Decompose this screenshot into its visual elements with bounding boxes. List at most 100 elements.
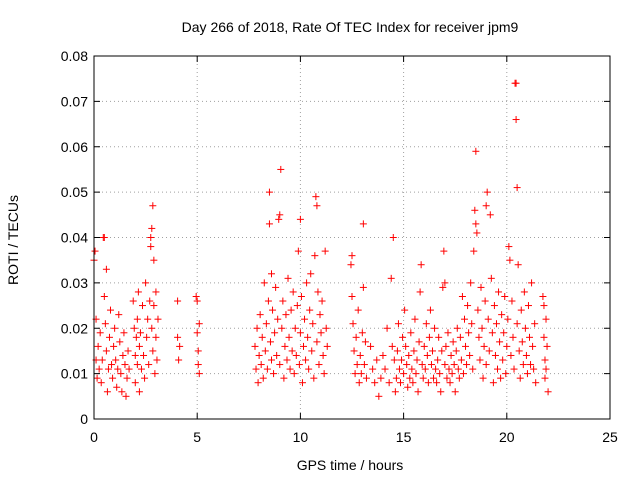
data-point-marker <box>255 351 263 359</box>
data-point-marker <box>524 302 532 310</box>
data-point-marker <box>504 315 512 323</box>
data-point-marker <box>448 370 456 378</box>
chart-title: Day 266 of 2018, Rate Of TEC Index for r… <box>182 19 519 35</box>
data-point-marker <box>297 292 305 300</box>
data-point-marker <box>291 324 299 332</box>
data-point-marker <box>543 342 551 350</box>
axis-ticks <box>93 55 611 420</box>
x-tick-label: 25 <box>602 429 618 445</box>
data-point-marker <box>104 365 112 373</box>
y-tick-label: 0.04 <box>61 230 88 246</box>
data-point-marker <box>367 342 375 350</box>
y-tick-label: 0.08 <box>61 48 88 64</box>
x-tick-label: 20 <box>499 429 515 445</box>
data-point-marker <box>491 351 499 359</box>
data-point-marker <box>510 365 518 373</box>
data-point-marker <box>460 315 468 323</box>
data-point-marker <box>441 361 449 369</box>
data-point-marker <box>385 379 393 387</box>
data-point-marker <box>315 361 323 369</box>
data-point-marker <box>352 333 360 341</box>
data-point-marker <box>430 374 438 382</box>
data-point-marker <box>264 297 272 305</box>
data-point-marker <box>472 147 480 155</box>
data-point-marker <box>369 365 377 373</box>
data-point-marker <box>176 342 184 350</box>
data-point-marker <box>272 283 280 291</box>
data-point-marker <box>320 370 328 378</box>
x-tick-label: 5 <box>193 429 201 445</box>
data-point-marker <box>398 356 406 364</box>
data-point-marker <box>481 297 489 305</box>
data-point-marker <box>404 383 412 391</box>
data-point-marker <box>541 356 549 364</box>
data-point-marker <box>288 347 296 355</box>
data-point-marker <box>347 261 355 269</box>
x-tick-label: 10 <box>293 429 309 445</box>
data-point-marker <box>259 374 267 382</box>
data-point-marker <box>381 365 389 373</box>
data-point-marker <box>289 288 297 296</box>
data-point-marker <box>438 347 446 355</box>
data-point-marker <box>495 288 503 296</box>
data-point-marker <box>541 374 549 382</box>
x-tick-label: 0 <box>90 429 98 445</box>
data-point-marker <box>487 274 495 282</box>
data-point-marker <box>112 356 120 364</box>
data-point-marker <box>133 361 141 369</box>
data-point-marker <box>457 356 465 364</box>
data-point-marker <box>348 252 356 260</box>
data-point-marker <box>426 306 434 314</box>
data-point-marker <box>120 329 128 337</box>
data-point-marker <box>485 347 493 355</box>
data-point-marker <box>132 333 140 341</box>
data-point-marker <box>105 333 113 341</box>
data-point-marker <box>114 365 122 373</box>
data-point-marker <box>465 329 473 337</box>
data-point-marker <box>111 324 119 332</box>
y-axis-title: ROTI / TECUs <box>5 195 21 285</box>
data-point-marker <box>474 306 482 314</box>
data-point-marker <box>91 247 99 255</box>
data-points <box>90 79 552 400</box>
data-point-marker <box>532 379 540 387</box>
data-point-marker <box>146 297 154 305</box>
data-point-marker <box>402 342 410 350</box>
data-point-marker <box>135 342 143 350</box>
data-point-marker <box>314 288 322 296</box>
data-point-marker <box>507 351 515 359</box>
x-tick-label: 15 <box>396 429 412 445</box>
data-point-marker <box>420 342 428 350</box>
data-point-marker <box>261 347 269 355</box>
data-point-marker <box>292 351 300 359</box>
data-point-marker <box>520 288 528 296</box>
data-point-marker <box>405 351 413 359</box>
data-point-marker <box>417 261 425 269</box>
data-point-marker <box>503 342 511 350</box>
data-point-marker <box>439 283 447 291</box>
data-point-marker <box>425 333 433 341</box>
data-point-marker <box>195 370 203 378</box>
data-point-marker <box>149 347 157 355</box>
data-point-marker <box>147 243 155 251</box>
data-point-marker <box>276 211 284 219</box>
data-point-marker <box>464 302 472 310</box>
data-point-marker <box>490 302 498 310</box>
data-point-marker <box>143 333 151 341</box>
data-point-marker <box>544 388 552 396</box>
data-point-marker <box>394 320 402 328</box>
data-point-marker <box>94 342 102 350</box>
data-point-marker <box>263 365 271 373</box>
data-point-marker <box>303 279 311 287</box>
data-point-marker <box>295 361 303 369</box>
data-point-marker <box>395 365 403 373</box>
data-point-marker <box>268 356 276 364</box>
data-point-marker <box>140 351 148 359</box>
data-point-marker <box>136 329 144 337</box>
data-point-marker <box>318 297 326 305</box>
data-point-marker <box>194 347 202 355</box>
data-point-marker <box>397 379 405 387</box>
data-point-marker <box>256 311 264 319</box>
data-point-marker <box>323 342 331 350</box>
data-point-marker <box>313 338 321 346</box>
